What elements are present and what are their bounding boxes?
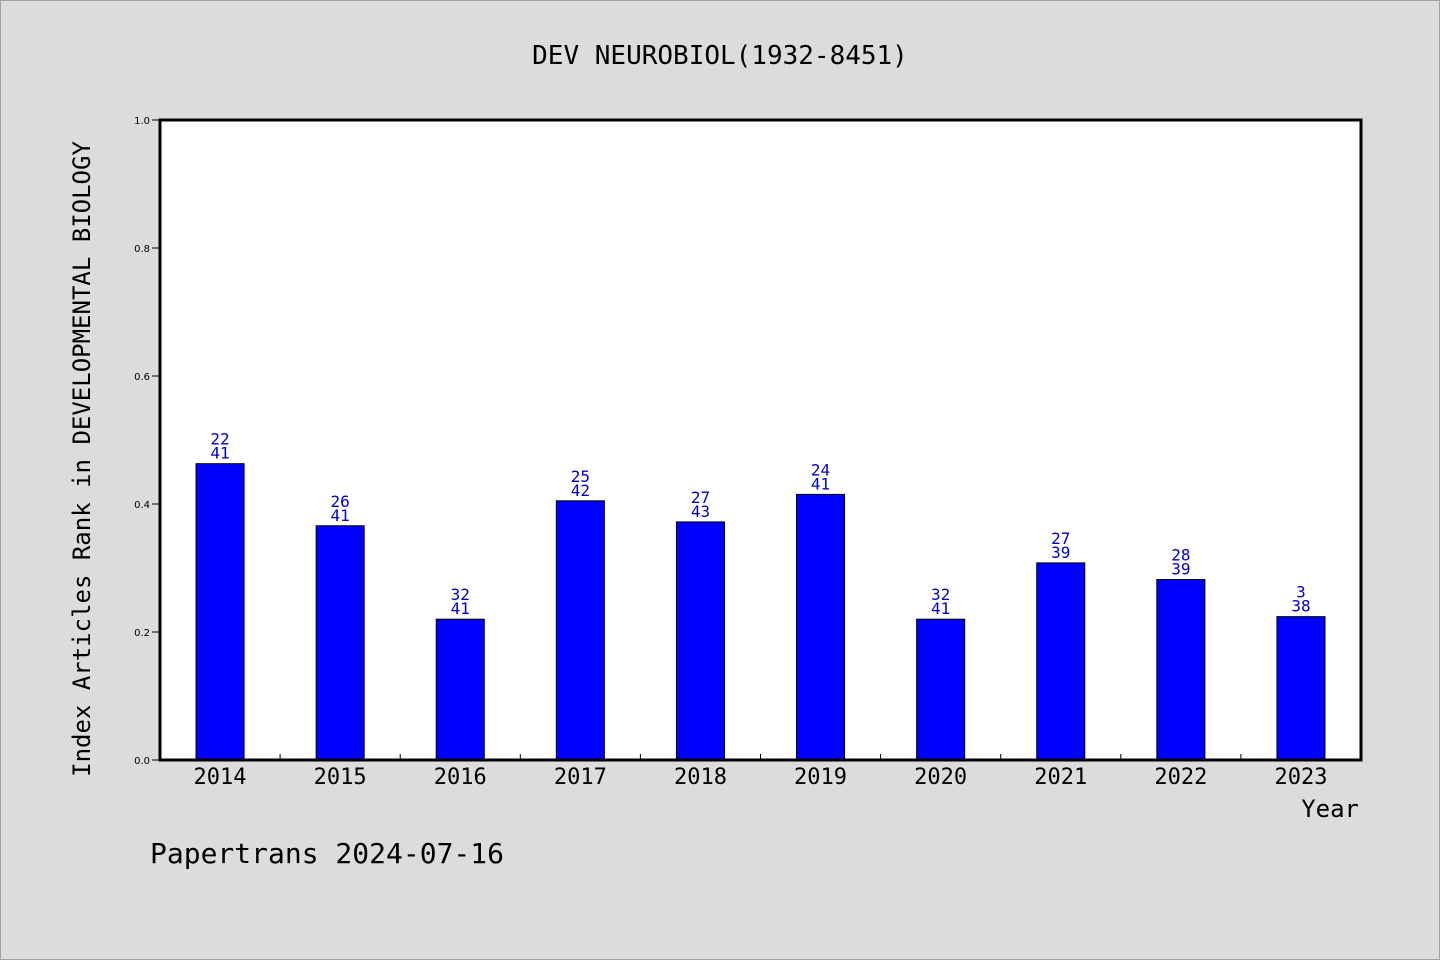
y-tick-label: 0.8 [134,244,150,255]
x-tick-label: 2023 [1274,765,1327,790]
bar-label-bottom: 43 [691,502,710,521]
chart-title: DEV NEUROBIOL(1932-8451) [532,41,908,71]
bar-label-bottom: 39 [1171,560,1190,579]
bar-label-bottom: 38 [1291,597,1310,616]
bar-label-bottom: 41 [331,506,350,525]
bar-label-top: 27 [1051,529,1070,548]
x-tick-label: 2015 [314,765,367,790]
bars-group [195,463,1326,761]
bar-2020 [916,618,966,761]
x-tick-label: 2018 [674,765,727,790]
bar-2018 [675,521,725,761]
bar-2014 [195,463,245,761]
y-tick-label: 1.0 [134,116,150,127]
bar-2016 [435,618,485,761]
plot-frame [158,118,1363,762]
bar-label-bottom: 41 [451,599,470,618]
bar-2019 [796,493,846,761]
x-tick-label: 2014 [194,765,247,790]
bar-2017 [555,500,605,761]
y-tick-label: 0.6 [134,372,150,383]
y-tick-label: 0.4 [134,500,150,511]
x-tick-label: 2020 [914,765,967,790]
bar-label-bottom: 42 [571,481,590,500]
bar-label-top: 25 [571,467,590,486]
y-axis-ticks: 0.0 0.2 0.4 0.6 0.8 1.0 [134,116,160,767]
bar-label-top: 32 [451,585,470,604]
bar-label-bottom: 41 [931,599,950,618]
x-tick-label: 2016 [434,765,487,790]
bar-2022 [1156,579,1206,761]
x-tick-label: 2021 [1034,765,1087,790]
x-tick-label: 2022 [1154,765,1207,790]
bar-label-top: 27 [691,488,710,507]
x-axis-label: Year [1301,795,1359,823]
bar-2023 [1276,616,1326,761]
bar-label-bottom: 41 [811,474,830,493]
y-tick-label: 0.2 [134,628,150,639]
bar-label-bottom: 41 [210,444,229,463]
x-tick-label: 2019 [794,765,847,790]
x-tick-label: 2017 [554,765,607,790]
bar-label-bottom: 39 [1051,543,1070,562]
bar-label-top: 28 [1171,546,1190,565]
bar-label-top: 3 [1296,583,1306,602]
x-tick-labels-group: 2014 2015 2016 2017 2018 2019 2020 2021 2022 2023 [194,765,1328,790]
bar-2015 [315,525,365,761]
bar-label-top: 32 [931,585,950,604]
bar-label-top: 22 [210,430,229,449]
bar-label-top: 24 [811,460,830,479]
y-axis-label: Index Articles Rank in DEVELOPMENTAL BIO… [68,141,96,777]
bar-label-top: 26 [331,492,350,511]
footer-watermark: Papertrans 2024-07-16 [150,837,504,870]
bar-2021 [1036,562,1086,761]
y-tick-label: 0.0 [134,756,150,767]
